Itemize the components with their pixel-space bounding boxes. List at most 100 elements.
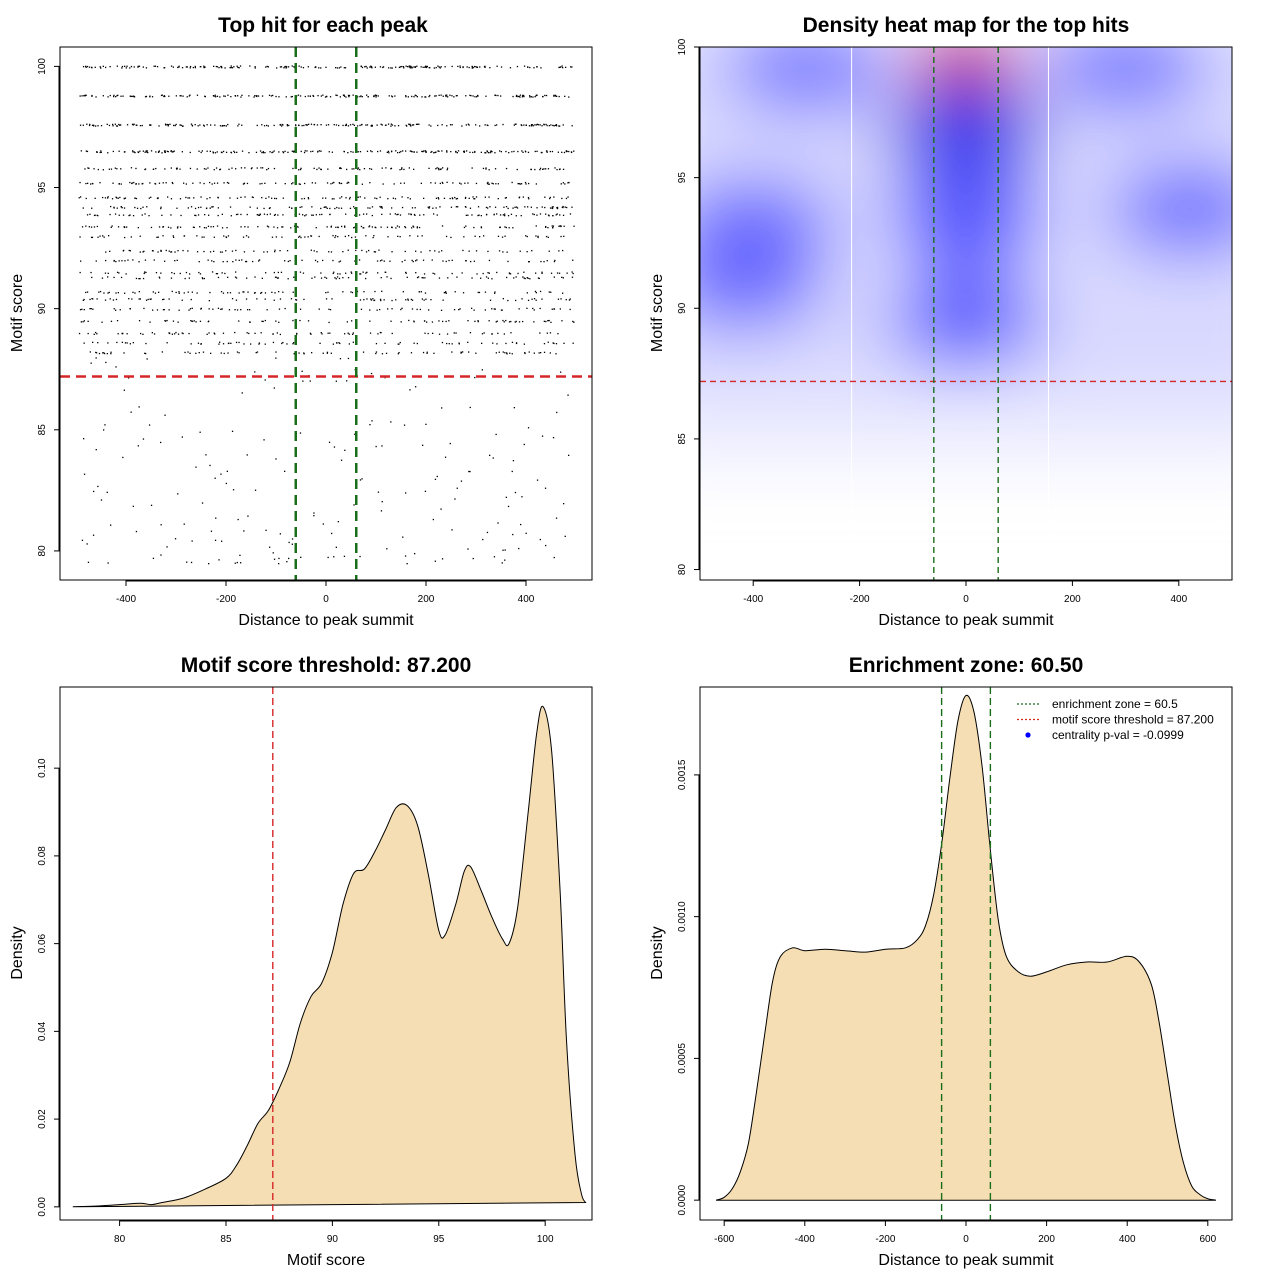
point xyxy=(347,249,349,251)
point xyxy=(412,225,414,227)
point xyxy=(182,249,184,252)
point xyxy=(274,213,276,216)
point xyxy=(462,351,464,353)
point xyxy=(115,309,117,311)
point xyxy=(482,167,485,170)
point xyxy=(108,168,110,170)
point xyxy=(121,260,123,262)
point xyxy=(299,206,301,208)
point xyxy=(408,66,411,68)
point xyxy=(262,151,264,153)
point xyxy=(230,342,232,344)
point xyxy=(282,341,284,344)
point xyxy=(376,197,378,200)
point xyxy=(201,277,203,279)
point xyxy=(195,352,197,354)
point xyxy=(286,250,289,252)
point xyxy=(524,352,526,354)
point xyxy=(266,225,269,227)
point xyxy=(571,271,573,273)
point xyxy=(395,299,397,301)
point xyxy=(214,477,216,479)
point xyxy=(88,226,90,228)
point xyxy=(139,125,142,127)
point xyxy=(209,197,211,199)
point xyxy=(425,298,427,300)
point xyxy=(475,352,477,354)
point xyxy=(553,260,556,263)
point xyxy=(241,259,243,261)
point xyxy=(465,95,467,97)
point xyxy=(398,352,400,354)
point xyxy=(161,351,163,353)
point xyxy=(302,380,304,382)
point xyxy=(345,123,347,125)
point xyxy=(278,96,280,98)
point xyxy=(560,225,562,228)
point xyxy=(217,197,219,199)
point xyxy=(555,343,558,345)
point xyxy=(212,152,215,154)
point xyxy=(256,214,258,216)
point xyxy=(148,215,150,217)
point xyxy=(496,213,498,215)
point xyxy=(131,182,133,185)
point xyxy=(231,430,234,432)
point xyxy=(370,150,372,152)
point xyxy=(174,124,176,127)
point xyxy=(348,198,351,200)
point xyxy=(525,235,527,237)
y-tick-label: 90 xyxy=(677,302,688,314)
point xyxy=(456,276,458,278)
point xyxy=(227,352,229,354)
point xyxy=(503,206,505,208)
point xyxy=(415,95,417,97)
point xyxy=(83,342,85,344)
point xyxy=(495,183,497,185)
point xyxy=(332,235,334,237)
point xyxy=(116,168,118,170)
point xyxy=(456,95,458,97)
point xyxy=(501,236,504,238)
point xyxy=(512,95,514,98)
point xyxy=(513,124,515,126)
point xyxy=(545,94,548,97)
point xyxy=(220,291,223,293)
point xyxy=(381,290,383,292)
point xyxy=(467,548,469,550)
point xyxy=(126,124,129,126)
point xyxy=(282,214,284,216)
x-tick-label: 85 xyxy=(220,1234,232,1245)
point xyxy=(352,151,354,153)
point xyxy=(399,214,402,216)
point xyxy=(267,226,270,228)
point xyxy=(301,206,303,208)
point xyxy=(567,196,569,198)
point xyxy=(553,94,555,96)
point xyxy=(293,150,295,153)
point xyxy=(562,214,565,216)
point xyxy=(85,65,87,67)
point xyxy=(424,66,426,68)
point xyxy=(487,124,489,127)
point xyxy=(273,150,275,152)
y-axis-label: Motif score xyxy=(9,274,26,352)
point xyxy=(179,198,182,200)
point xyxy=(383,260,385,262)
point xyxy=(441,558,444,560)
point xyxy=(262,152,265,154)
point xyxy=(313,512,315,514)
point xyxy=(520,215,522,217)
point xyxy=(139,278,141,280)
point xyxy=(400,182,402,184)
point xyxy=(559,308,561,310)
y-tick-label: 100 xyxy=(37,58,48,75)
point xyxy=(395,150,397,152)
point xyxy=(88,167,90,169)
point xyxy=(477,320,479,322)
point xyxy=(480,227,483,229)
point xyxy=(490,150,492,152)
point xyxy=(147,298,149,301)
point xyxy=(234,309,236,311)
point xyxy=(531,124,534,126)
